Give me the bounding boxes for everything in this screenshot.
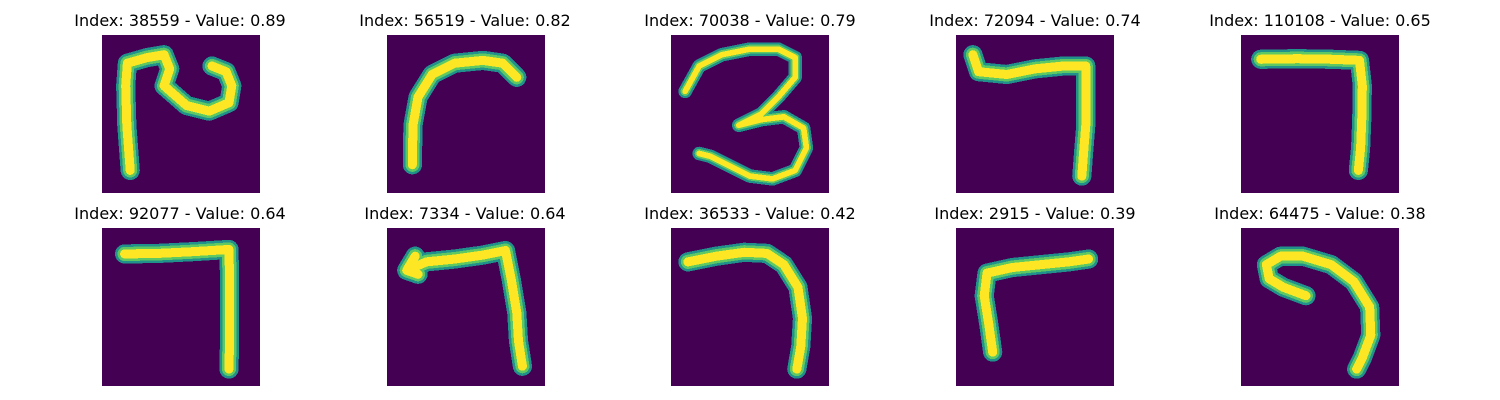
digit-stroke (1261, 251, 1376, 374)
digit-image (956, 228, 1114, 386)
panel-5: Index: 92077 - Value: 0.64 (30, 193, 330, 393)
digit-image (387, 228, 545, 386)
digit-stroke (683, 247, 807, 374)
panel-8: Index: 2915 - Value: 0.39 (885, 193, 1185, 393)
panel-0: Index: 38559 - Value: 0.89 (30, 0, 330, 200)
panel-title: Index: 92077 - Value: 0.64 (74, 204, 286, 223)
digit-image (387, 35, 545, 193)
panel-9: Index: 64475 - Value: 0.38 (1170, 193, 1470, 393)
panel-title: Index: 2915 - Value: 0.39 (934, 204, 1136, 223)
digit-image (671, 228, 829, 386)
digit-stroke (402, 246, 527, 371)
panel-3: Index: 72094 - Value: 0.74 (885, 0, 1185, 200)
panel-title: Index: 70038 - Value: 0.79 (644, 11, 856, 30)
panel-7: Index: 36533 - Value: 0.42 (600, 193, 900, 393)
digit-stroke (402, 251, 423, 279)
panel-title: Index: 7334 - Value: 0.64 (364, 204, 566, 223)
digit-stroke (407, 55, 522, 170)
digit-image (671, 35, 829, 193)
digit-image (956, 35, 1114, 193)
panel-title: Index: 64475 - Value: 0.38 (1214, 204, 1426, 223)
digit-image (102, 35, 260, 193)
digit-stroke (121, 50, 175, 175)
panel-title: Index: 36533 - Value: 0.42 (644, 204, 856, 223)
digit-stroke (979, 254, 1094, 357)
panel-6: Index: 7334 - Value: 0.64 (315, 193, 615, 393)
panel-4: Index: 110108 - Value: 0.65 (1170, 0, 1470, 200)
digit-image (1241, 228, 1399, 386)
panel-2: Index: 70038 - Value: 0.79 (600, 0, 900, 200)
digit-image (102, 228, 260, 386)
digit-stroke (968, 50, 1091, 181)
digit-stroke (159, 61, 237, 116)
panel-title: Index: 72094 - Value: 0.74 (929, 11, 1141, 30)
digit-stroke (682, 46, 810, 182)
digit-stroke (1256, 54, 1367, 175)
panel-title: Index: 110108 - Value: 0.65 (1209, 11, 1431, 30)
panel-1: Index: 56519 - Value: 0.82 (315, 0, 615, 200)
panel-title: Index: 38559 - Value: 0.89 (74, 11, 286, 30)
digit-image (1241, 35, 1399, 193)
digit-stroke (120, 244, 235, 374)
panel-title: Index: 56519 - Value: 0.82 (359, 11, 571, 30)
